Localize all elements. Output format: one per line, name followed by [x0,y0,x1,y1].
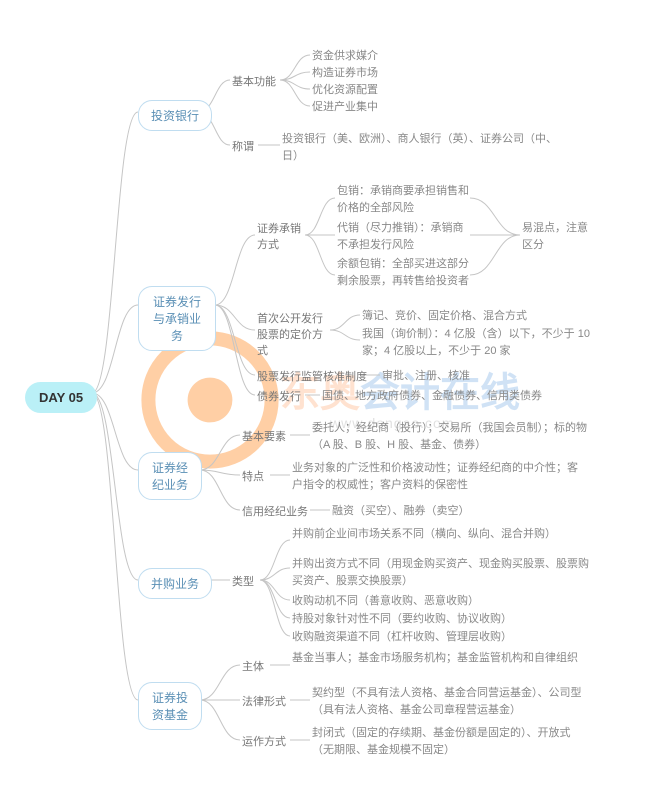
sub-regulation: 股票发行监管核准制度 [257,368,367,384]
leaf-b4-4: 持股对象针对性不同（要约收购、协议收购） [292,611,572,628]
sub-b5-operation: 运作方式 [242,733,286,749]
leaf-b3s2: 业务对象的广泛性和价格波动性；证券经纪商的中介性；客户指令的权威性；客户资料的保… [292,460,582,493]
sub-underwriting: 证券承销方式 [257,220,307,252]
branch-brokerage: 证券经纪业务 [138,452,202,500]
leaf-b1s1-3: 优化资源配置 [312,82,378,99]
leaf-b2s3: 审批、注册、核准 [382,368,470,385]
leaf-b2s1-1: 包销：承销商要承担销售和价格的全部风险 [337,183,472,216]
leaf-b4-3: 收购动机不同（善意收购、恶意收购） [292,593,572,610]
leaf-b2s1-2: 代销（尽力推销）：承销商不承担发行风险 [337,220,472,253]
leaf-b2s2-2: 我国（询价制）：4 亿股（含）以下，不少于 10 家；4 亿股以上，不少于 20… [362,326,592,359]
leaf-b1s1-2: 构造证券市场 [312,65,378,82]
sub-basic-function: 基本功能 [232,73,276,89]
leaf-b5s1: 基金当事人；基金市场服务机构；基金监管机构和自律组织 [292,650,582,667]
branch-ma: 并购业务 [138,568,212,599]
leaf-b2s4: 国债、地方政府债券、金融债券、信用类债券 [322,388,602,405]
sub-b3-elements: 基本要素 [242,428,286,444]
leaf-b4-2: 并购出资方式不同（用现金购买资产、现金购买股票、股票购买资产、股票交换股票） [292,556,592,589]
leaf-b1s2: 投资银行（美、欧洲）、商人银行（英）、证券公司（中、日） [282,131,562,164]
sub-b3-features: 特点 [242,468,264,484]
sub-b3-credit: 信用经纪业务 [242,503,308,519]
leaf-b4-1: 并购前企业间市场关系不同（横向、纵向、混合并购） [292,526,582,543]
branch-investment-bank: 投资银行 [138,100,212,131]
leaf-b4-5: 收购融资渠道不同（杠杆收购、管理层收购） [292,629,572,646]
mindmap-container: 东奥会计在线 www.dongao.com [20,20,645,770]
leaf-b2s2-1: 簿记、竞价、固定价格、混合方式 [362,308,562,325]
sub-b5-legal: 法律形式 [242,693,286,709]
leaf-b2s1-note: 易混点，注意区分 [522,220,592,253]
sub-b4-type: 类型 [232,573,254,589]
sub-b5-subject: 主体 [242,658,264,674]
branch-fund: 证券投资基金 [138,682,202,730]
leaf-b5s2: 契约型（不具有法人资格、基金合同营运基金）、公司型（具有法人资格、基金公司章程营… [312,685,592,718]
sub-name: 称谓 [232,138,254,154]
leaf-b1s1-4: 促进产业集中 [312,99,378,116]
leaf-b3s1: 委托人；经纪商（投行）；交易所（我国会员制）；标的物（A 股、B 股、H 股、基… [312,420,592,453]
leaf-b5s3: 封闭式（固定的存续期、基金份额是固定的）、开放式（无期限、基金规模不固定） [312,725,592,758]
sub-ipo-pricing: 首次公开发行股票的定价方式 [257,310,332,358]
branch-issuance: 证券发行与承销业务 [138,286,216,351]
sub-bond-issue: 债券发行 [257,388,301,404]
root-node: DAY 05 [25,382,97,413]
leaf-b2s1-3: 余额包销：全部买进这部分剩余股票，再转售给投资者 [337,256,472,289]
leaf-b1s1-1: 资金供求媒介 [312,48,378,65]
leaf-b3s3: 融资（买空）、融券（卖空） [332,503,470,520]
